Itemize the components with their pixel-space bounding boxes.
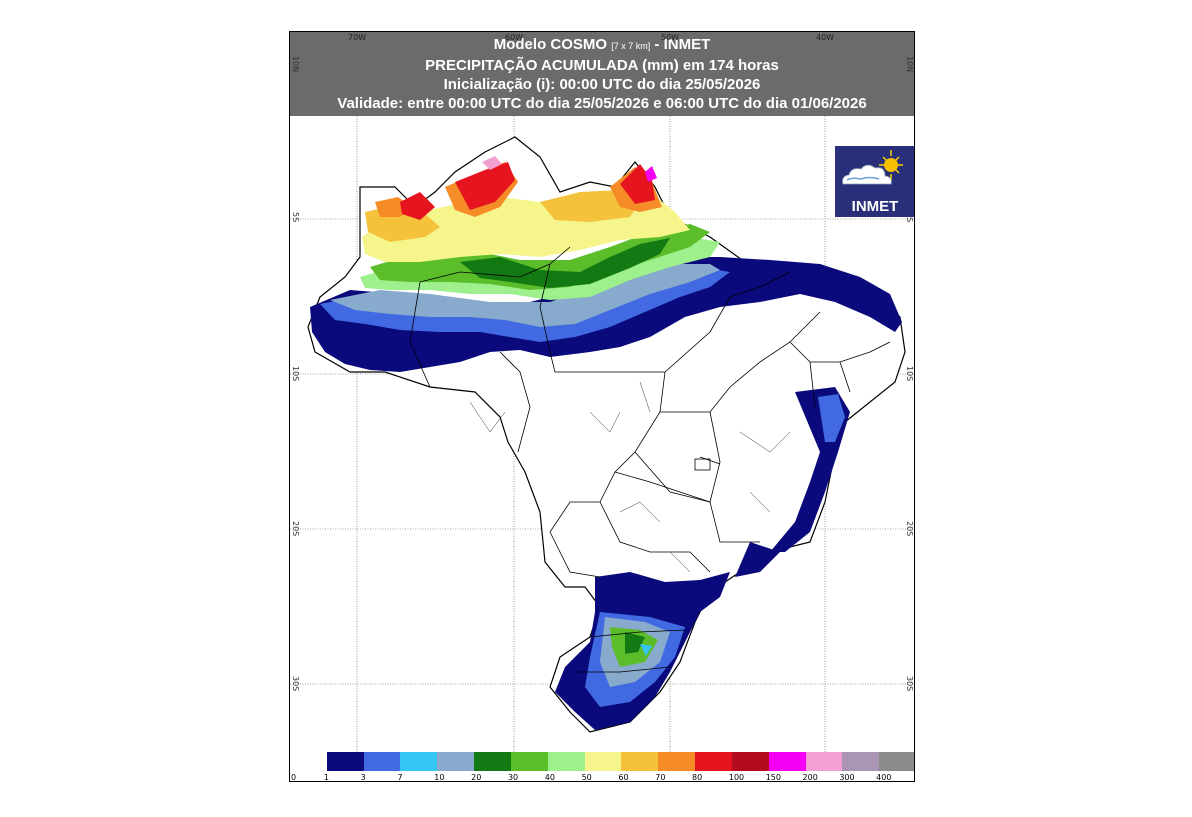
legend-label: 100 [728,773,745,782]
product-title: PRECIPITAÇÃO ACUMULADA (mm) em 174 horas [425,57,779,74]
state-borders [409,246,891,673]
map-canvas [290,116,914,752]
lat-label-left-5s: 5S [291,212,300,223]
legend-label: 80 [692,773,703,782]
legend-color-box [842,752,880,771]
legend-label: 50 [581,773,592,782]
lat-label-left-10s: 10S [291,366,300,382]
legend-label: 60 [618,773,629,782]
precipitation-legend: 0 1 3 7 10 20 30 40 50 60 70 80 100 150 200 300 400 [290,752,914,782]
legend-color-box [584,752,622,771]
model-title: Modelo COSMO [7 x 7 km] - INMET [493,36,711,53]
lat-label-right-10s: 10S [905,366,914,382]
legend-label: 300 [839,773,855,782]
legend-label: 40 [544,773,555,782]
initialization-text: Inicialização (i): 00:00 UTC do dia 25/0… [443,76,761,93]
lon-label-40w: 40W [816,33,835,42]
legend-color-box [547,752,586,771]
legend-color-box [363,752,401,771]
legend-label: 400 [876,773,892,782]
inmet-logo: INMET [835,146,914,217]
sun-cloud-icon [842,150,903,185]
legend-color-box [621,752,659,771]
legend-label: 7 [397,773,403,782]
legend-color-box [437,752,475,771]
lat-label-left-20s: 20S [291,521,300,537]
lat-label-left-30s: 30S [291,676,300,692]
lat-label-right-20s: 20S [905,521,914,537]
lat-label-left-10n: 10N [291,56,300,73]
legend-label: 20 [471,773,482,782]
rain-east-coast [735,387,850,577]
legend-color-box [474,752,512,771]
legend-color-box [731,752,770,771]
legend-label: 0 [291,773,297,782]
legend-label: 150 [765,773,781,782]
lat-label-right-30s: 30S [905,676,914,692]
precipitation-map: Modelo COSMO [7 x 7 km] - INMET PRECIPIT… [289,31,915,782]
logo-text: INMET [851,198,899,215]
region-lines [469,381,791,573]
lon-label-60w: 60W [505,33,524,42]
legend-color-box [658,752,696,771]
legend-color-box [805,752,843,771]
validity-text: Validade: entre 00:00 UTC do dia 25/05/2… [337,95,867,112]
lon-label-70w: 70W [348,33,367,42]
rain-south [555,572,730,730]
legend-color-box [400,752,438,771]
map-title-block: Modelo COSMO [7 x 7 km] - INMET PRECIPIT… [290,32,914,116]
legend-color-box [326,752,365,771]
legend-color-box [695,752,733,771]
legend-color-box [290,752,328,771]
lat-label-right-10n: 10N [905,56,914,73]
legend-color-box [768,752,807,771]
legend-label: 3 [360,773,366,782]
legend-label: 200 [802,773,818,782]
lon-label-50w: 50W [661,33,680,42]
legend-label: 30 [507,773,519,782]
legend-label: 70 [655,773,666,782]
legend-color-box [510,752,549,771]
legend-color-box [879,752,914,771]
legend-label: 10 [434,773,445,782]
legend-label: 1 [323,773,329,782]
